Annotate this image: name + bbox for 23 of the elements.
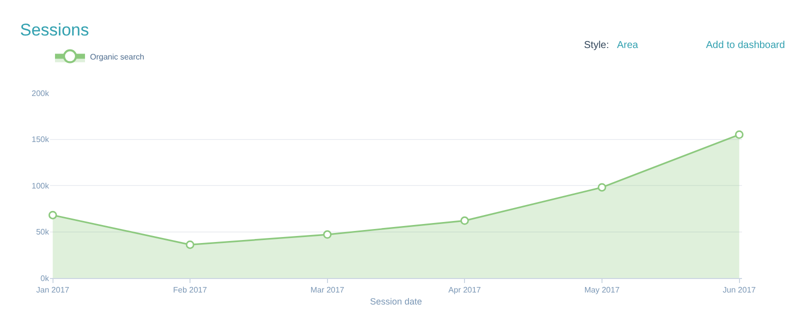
point [186, 240, 194, 249]
x-tick-label: Jan 2017 [36, 286, 70, 295]
point [460, 216, 469, 225]
y-tick-label: 100k [32, 181, 50, 190]
point [48, 210, 57, 220]
x-tick-label: Jun 2017 [722, 286, 756, 295]
x-tick-label: May 2017 [584, 286, 620, 295]
x-axis-title: Session date [370, 296, 422, 306]
point [598, 183, 606, 192]
y-tick-label: 150k [32, 135, 50, 144]
x-tick-label: Apr 2017 [448, 286, 482, 295]
point [323, 230, 332, 239]
text: Style: [584, 40, 610, 51]
chart-title: Sessions [20, 20, 89, 40]
y-tick-label: 200k [32, 88, 50, 98]
legend-label: Organic search [90, 52, 144, 62]
y-tick-label: 50k [36, 228, 50, 237]
text: Area [617, 40, 639, 51]
point [735, 130, 744, 139]
text: Add to dashboard [706, 40, 785, 51]
x-tick-label: Feb 2017 [173, 286, 208, 295]
y-tick-label: 0k [40, 274, 50, 283]
x-tick-label: Mar 2017 [310, 286, 345, 295]
